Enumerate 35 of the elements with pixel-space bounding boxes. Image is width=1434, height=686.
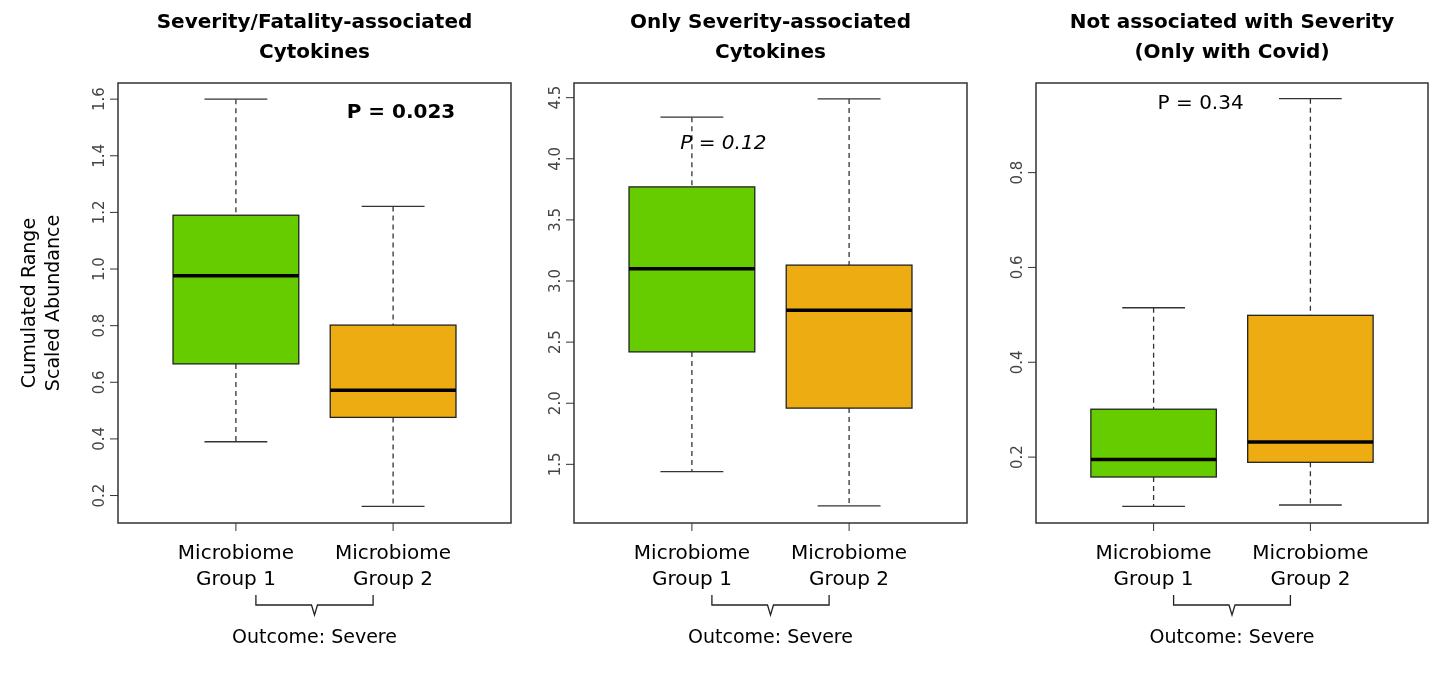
y-tick-label: 0.6 [90, 370, 108, 395]
x-tick-label: Microbiome Group 1 [1095, 540, 1212, 590]
y-tick-label: 0.8 [90, 313, 108, 338]
y-tick-label: 0.2 [90, 483, 108, 508]
y-tick-label: 2.0 [546, 391, 564, 416]
chart-title: Not associated with Severity (Only with Covid) [1069, 9, 1395, 63]
annotation: P = 0.34 [1157, 90, 1244, 115]
annotation: P = 0.12 [680, 130, 767, 154]
x-tick-label: Microbiome Group 1 [177, 540, 294, 590]
x-tick-label: Microbiome Group 2 [791, 540, 908, 590]
y-tick-label: 1.2 [90, 200, 108, 225]
annotation: P = 0.023 [346, 99, 456, 124]
x-tick-label: Microbiome Group 1 [633, 540, 750, 590]
y-tick-label: 3.0 [546, 269, 564, 293]
y-tick-label: 1.5 [546, 452, 564, 477]
y-tick-label: 0.4 [1008, 350, 1026, 375]
y-tick-label: 4.0 [546, 146, 564, 171]
y-tick-label: 1.6 [90, 87, 108, 112]
x-tick-label: Microbiome Group 2 [335, 540, 452, 590]
y-tick-label: 3.5 [546, 207, 564, 232]
y-tick-label: 0.6 [1008, 255, 1026, 280]
y-tick-label: 1.0 [90, 257, 108, 281]
y-tick-label: 1.4 [90, 143, 108, 168]
chart-title: Only Severity-associated Cytokines [630, 9, 911, 63]
y-tick-label: 0.4 [90, 426, 108, 451]
text: Outcome: Severe [232, 625, 397, 647]
y-tick-label: 4.5 [546, 85, 564, 110]
x-tick-label: Microbiome Group 2 [1252, 540, 1369, 590]
chart-title: Severity/Fatality-associated Cytokines [156, 9, 473, 63]
y-axis-title: Cumulated Range Scaled Abundance [17, 214, 63, 392]
text: Outcome: Severe [688, 625, 853, 647]
y-tick-label: 0.2 [1008, 445, 1026, 470]
y-tick-label: 0.8 [1008, 160, 1026, 185]
y-tick-label: 2.5 [546, 330, 564, 355]
text: Outcome: Severe [1149, 625, 1315, 647]
